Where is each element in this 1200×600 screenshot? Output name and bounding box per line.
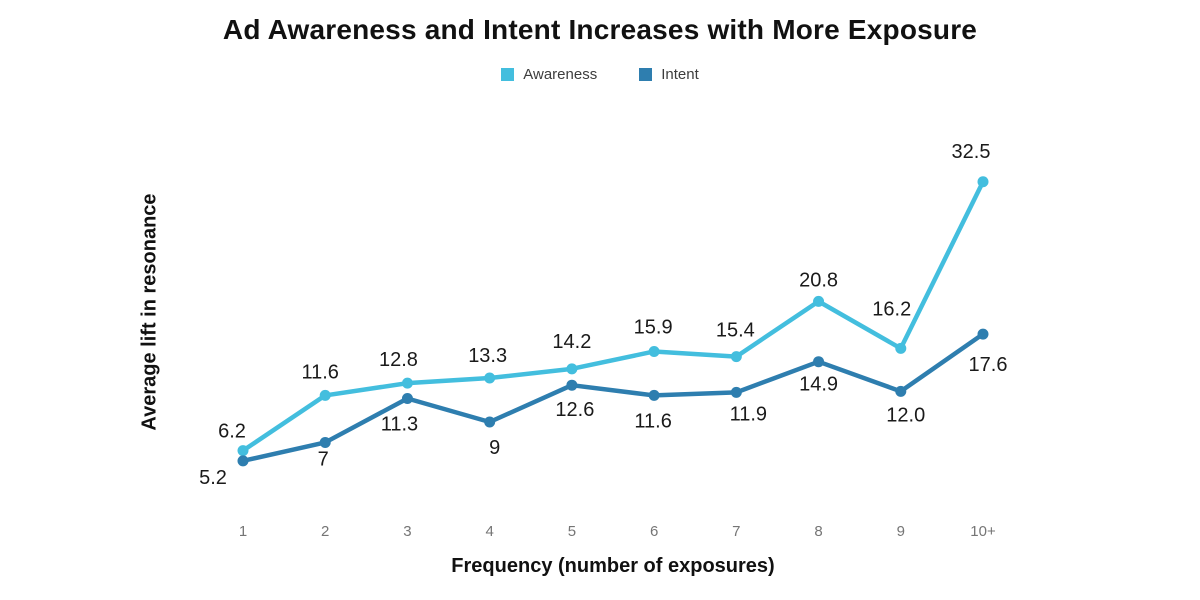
awareness-point-9[interactable] (895, 342, 907, 354)
x-tick-label-2: 2 (321, 523, 329, 540)
intent-line (240, 331, 986, 464)
awareness-data-label-5: 14.2 (552, 331, 591, 353)
intent-data-label-2: 7 (318, 448, 329, 470)
awareness-point-5[interactable] (566, 363, 578, 375)
x-tick-label-5: 5 (568, 523, 576, 540)
x-tick-label-8: 8 (814, 523, 822, 540)
intent-data-label-7: 11.9 (730, 403, 767, 425)
awareness-data-label-8: 20.8 (799, 269, 838, 291)
intent-data-label-10+: 17.6 (969, 354, 1008, 376)
intent-data-label-4: 9 (489, 437, 500, 459)
awareness-data-label-6: 15.9 (634, 316, 673, 338)
awareness-data-label-2: 11.6 (301, 361, 338, 383)
chart-title: Ad Awareness and Intent Increases with M… (222, 14, 978, 45)
legend-swatch-intent-icon (639, 68, 653, 81)
x-tick-label-1: 1 (239, 523, 247, 540)
awareness-data-label-9: 16.2 (872, 298, 911, 320)
x-tick-label-9: 9 (897, 523, 905, 540)
x-tick-label-6: 6 (650, 523, 658, 540)
awareness-point-6[interactable] (648, 345, 660, 357)
x-tick-label-7: 7 (732, 523, 740, 540)
intent-point-1[interactable] (237, 455, 249, 467)
awareness-line (240, 179, 986, 453)
x-tick-label-3: 3 (403, 523, 411, 540)
intent-data-label-3: 11.3 (381, 413, 418, 435)
legend: Awareness Intent (0, 66, 1200, 83)
intent-point-3[interactable] (401, 392, 413, 404)
legend-item-awareness[interactable]: Awareness (501, 66, 597, 83)
intent-data-label-9: 12.0 (886, 404, 925, 426)
awareness-point-2[interactable] (319, 389, 331, 401)
intent-point-8[interactable] (813, 356, 825, 368)
awareness-data-label-3: 12.8 (379, 349, 418, 371)
legend-swatch-awareness-icon (501, 68, 515, 81)
intent-point-2[interactable] (319, 436, 331, 448)
awareness-point-4[interactable] (484, 372, 496, 384)
awareness-data-label-1: 6.2 (218, 421, 246, 443)
intent-point-5[interactable] (566, 379, 578, 391)
intent-data-label-5: 12.6 (555, 399, 594, 421)
intent-data-label-6: 11.6 (634, 410, 671, 432)
awareness-point-7[interactable] (730, 351, 742, 363)
intent-data-label-1: 5.2 (199, 467, 227, 489)
x-tick-label-10+: 10+ (970, 523, 996, 540)
legend-label-awareness: Awareness (523, 66, 598, 83)
awareness-point-1[interactable] (237, 445, 249, 457)
awareness-point-3[interactable] (401, 377, 413, 389)
intent-data-label-8: 14.9 (799, 374, 838, 396)
intent-point-10+[interactable] (977, 328, 989, 340)
intent-point-9[interactable] (895, 385, 907, 397)
legend-item-intent[interactable]: Intent (639, 66, 699, 83)
awareness-data-label-10+: 32.5 (952, 141, 991, 163)
intent-point-6[interactable] (648, 389, 660, 401)
intent-point-4[interactable] (484, 416, 496, 428)
x-tick-label-4: 4 (485, 523, 493, 540)
awareness-data-label-4: 13.3 (468, 345, 507, 367)
legend-label-intent: Intent (661, 66, 699, 83)
awareness-data-label-7: 15.4 (716, 320, 755, 342)
x-axis-title: Frequency (number of exposures) (451, 555, 775, 577)
awareness-point-8[interactable] (813, 295, 825, 307)
awareness-point-10+[interactable] (977, 176, 989, 188)
intent-point-7[interactable] (730, 386, 742, 398)
